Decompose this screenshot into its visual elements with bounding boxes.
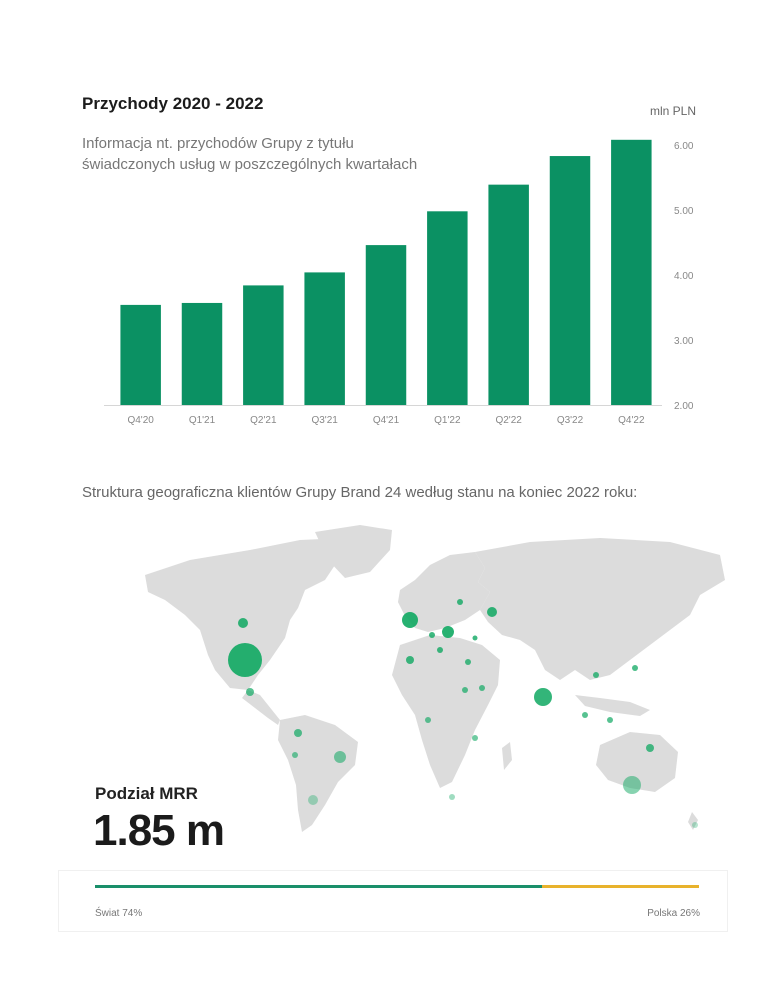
bar-q4-21 [365, 245, 407, 405]
asia-land [475, 538, 725, 680]
africa-land [392, 635, 500, 788]
marker-indonesia [607, 717, 613, 723]
marker-usa [228, 643, 262, 677]
marker-russia [487, 607, 497, 617]
bar-q4-20 [120, 304, 161, 405]
marker-australia-south [623, 776, 641, 794]
marker-canada-west [238, 618, 248, 628]
marker-scandinavia [457, 599, 463, 605]
y-tick-label: 2.00 [674, 401, 694, 412]
bar-q3-21 [304, 272, 345, 405]
x-tick-label: Q4'20 [127, 415, 154, 426]
marker-singapore [582, 712, 588, 718]
y-tick-label: 5.00 [674, 206, 694, 217]
x-tick-label: Q2'21 [250, 415, 277, 426]
marker-china [593, 672, 599, 678]
x-tick-label: Q1'21 [189, 415, 216, 426]
marker-colombia [294, 729, 302, 737]
bar-q2-21 [243, 285, 284, 405]
greenland-land [315, 525, 392, 578]
mrr-poland-segment [541, 885, 699, 888]
marker-south-africa [449, 794, 455, 800]
marker-turkey [465, 659, 471, 665]
y-tick-label: 4.00 [674, 271, 694, 282]
indonesia-land [575, 695, 650, 716]
marker-spain [406, 656, 414, 664]
mrr-split-bar [95, 885, 699, 888]
australia-land [596, 732, 678, 792]
mrr-label: Podział MRR [95, 784, 198, 803]
uk-land [398, 594, 412, 616]
map-caption: Struktura geograficzna klientów Grupy Br… [82, 484, 638, 501]
madagascar-land [502, 742, 512, 770]
central-america-land [242, 690, 280, 725]
x-tick-label: Q1'22 [434, 415, 461, 426]
marker-poland [442, 626, 454, 638]
revenue-bar-chart: Q4'20 Q1'21 Q2'21 Q3'21 Q4'21 Q1'22 Q2'22 Q3'22… [104, 139, 694, 426]
bar-q3-22 [549, 156, 591, 405]
bar-q1-22 [427, 211, 468, 405]
y-axis-unit: mln PLN [650, 104, 697, 118]
marker-argentina [308, 795, 318, 805]
world-map [145, 525, 725, 832]
marker-nigeria [425, 717, 431, 723]
client-markers [228, 599, 698, 828]
bar-q1-21 [181, 302, 223, 405]
marker-japan [632, 665, 638, 671]
south-america-land [278, 715, 358, 832]
marker-mexico [246, 688, 254, 696]
chart-title: Przychody 2020 - 2022 [82, 94, 264, 113]
marker-ukraine [472, 635, 478, 641]
marker-australia-east [646, 744, 654, 752]
land-masses [145, 525, 725, 832]
mrr-split-card [58, 870, 728, 932]
marker-india [534, 688, 552, 706]
marker-saudi [479, 685, 485, 691]
marker-uk [402, 612, 418, 628]
bar-q4-22 [611, 139, 652, 406]
mrr-value: 1.85 m [93, 806, 225, 855]
marker-brazil [334, 751, 346, 763]
y-tick-label: 6.00 [674, 141, 694, 152]
new-zealand-land [688, 812, 698, 830]
bar-q2-22 [488, 184, 529, 405]
marker-kenya [472, 735, 478, 741]
x-tick-label: Q4'21 [373, 415, 400, 426]
marker-egypt [462, 687, 468, 693]
marker-italy [437, 647, 443, 653]
chart-subtitle: Informacja nt. przychodów Grupy z tytułu… [82, 135, 418, 173]
y-tick-label: 3.00 [674, 336, 694, 347]
europe-land [398, 552, 490, 632]
x-tick-label: Q4'22 [618, 415, 645, 426]
mrr-world-segment [95, 885, 542, 888]
marker-germany [429, 632, 435, 638]
x-tick-label: Q3'22 [557, 415, 584, 426]
x-tick-label: Q2'22 [495, 415, 522, 426]
north-america-land [145, 538, 360, 690]
marker-new-zealand [692, 822, 698, 828]
x-tick-label: Q3'21 [311, 415, 338, 426]
mrr-poland-legend: Polska 26% [647, 908, 700, 919]
marker-peru [292, 752, 298, 758]
mrr-world-legend: Świat 74% [95, 908, 143, 919]
